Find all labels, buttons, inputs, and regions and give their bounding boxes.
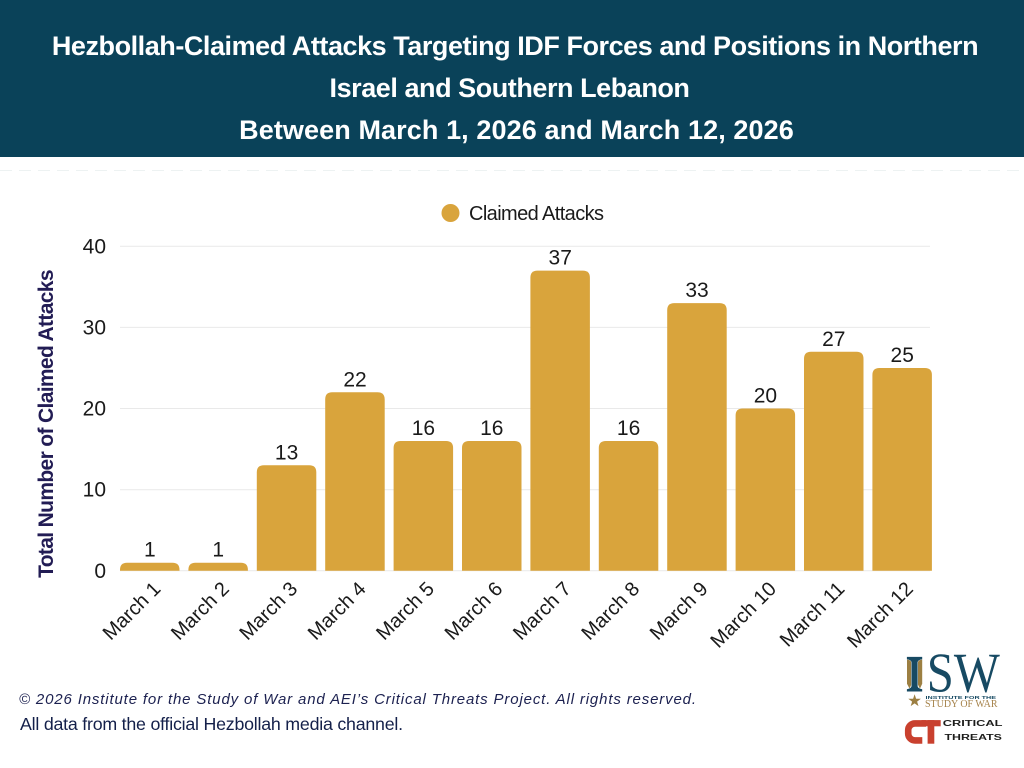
svg-text:16: 16: [412, 417, 435, 440]
svg-text:1: 1: [212, 539, 224, 562]
svg-text:SW: SW: [927, 643, 1000, 705]
svg-text:STUDY OF WAR: STUDY OF WAR: [925, 699, 998, 710]
svg-text:1: 1: [144, 539, 156, 562]
svg-text:CRITICAL: CRITICAL: [943, 718, 1004, 728]
svg-text:0: 0: [94, 560, 106, 583]
svg-text:22: 22: [343, 368, 366, 391]
svg-text:INSTITUTE FOR THE: INSTITUTE FOR THE: [926, 695, 998, 701]
svg-text:Claimed Attacks: Claimed Attacks: [469, 203, 604, 225]
svg-text:37: 37: [549, 247, 572, 270]
svg-text:25: 25: [891, 344, 914, 367]
svg-text:30: 30: [83, 316, 106, 339]
svg-text:Total Number of Claimed Attack: Total Number of Claimed Attacks: [35, 270, 58, 578]
svg-text:20: 20: [83, 398, 106, 421]
svg-text:20: 20: [754, 385, 777, 408]
svg-text:10: 10: [83, 479, 106, 502]
svg-text:THREATS: THREATS: [945, 732, 1003, 742]
svg-text:16: 16: [480, 417, 503, 440]
svg-text:27: 27: [822, 328, 845, 351]
svg-text:33: 33: [685, 279, 708, 302]
svg-text:13: 13: [275, 441, 298, 464]
svg-text:40: 40: [83, 235, 106, 258]
svg-text:16: 16: [617, 417, 640, 440]
